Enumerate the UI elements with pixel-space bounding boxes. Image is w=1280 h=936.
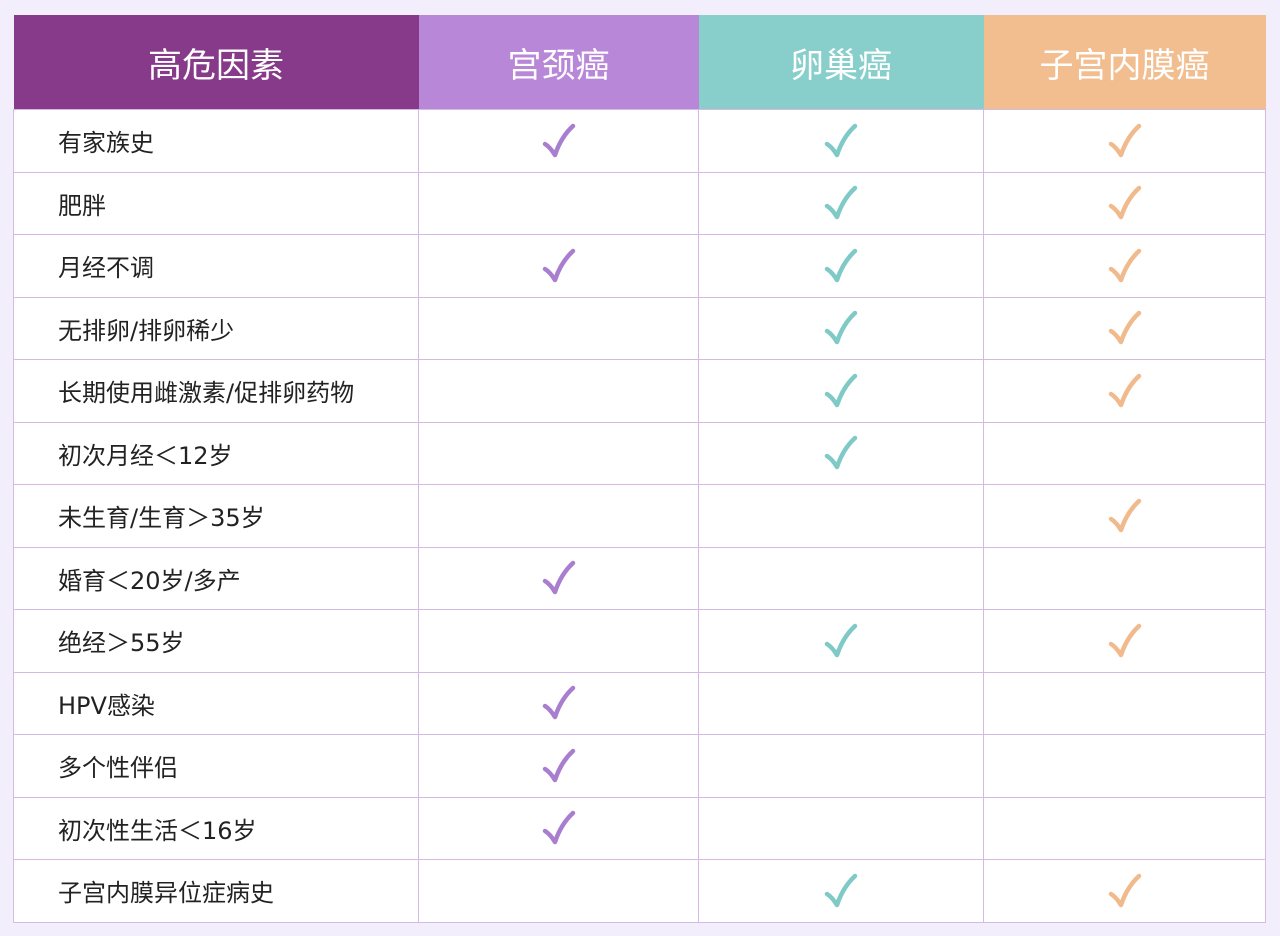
mark-cell (983, 609, 1266, 673)
checkmark-icon (1108, 248, 1141, 282)
mark-cell (698, 671, 984, 735)
table-row: 婚育＜20岁/多产 (13, 546, 1266, 610)
checkmark-icon (542, 686, 575, 720)
mark-cell (698, 109, 984, 173)
mark-cell (983, 171, 1266, 235)
mark-cell (698, 484, 984, 548)
table-row: 初次月经＜12岁 (13, 421, 1266, 485)
checkmark-icon (824, 311, 858, 345)
mark-cell (983, 234, 1266, 298)
header-ovarian-cancer: 卵巢癌 (698, 15, 984, 110)
table-row: 月经不调 (13, 234, 1266, 298)
checkmark-icon (542, 748, 575, 782)
header-risk-factor: 高危因素 (13, 15, 419, 110)
mark-cell (418, 109, 699, 173)
table-row: 子宫内膜异位症病史 (13, 859, 1266, 923)
mark-cell (698, 171, 984, 235)
mark-cell (418, 859, 699, 923)
checkmark-icon (542, 811, 575, 845)
risk-factor-label: 子宫内膜异位症病史 (13, 859, 419, 923)
header-endometrial-cancer: 子宫内膜癌 (983, 15, 1266, 110)
mark-cell (418, 296, 699, 360)
risk-factor-label: 肥胖 (13, 171, 419, 235)
checkmark-icon (1108, 623, 1141, 657)
table-row: 未生育/生育＞35岁 (13, 484, 1266, 548)
mark-cell (418, 421, 699, 485)
mark-cell (698, 421, 984, 485)
mark-cell (698, 796, 984, 860)
risk-factor-label: 月经不调 (13, 234, 419, 298)
mark-cell (698, 546, 984, 610)
mark-cell (418, 359, 699, 423)
mark-cell (418, 796, 699, 860)
table-row: 有家族史 (13, 109, 1266, 173)
mark-cell (698, 859, 984, 923)
mark-cell (698, 234, 984, 298)
mark-cell (698, 734, 984, 798)
header-cervical-cancer: 宫颈癌 (418, 15, 699, 110)
checkmark-icon (824, 436, 858, 470)
checkmark-icon (824, 373, 858, 407)
mark-cell (418, 546, 699, 610)
risk-factor-label: 婚育＜20岁/多产 (13, 546, 419, 610)
mark-cell (983, 546, 1266, 610)
checkmark-icon (542, 561, 575, 595)
risk-factor-label: 未生育/生育＞35岁 (13, 484, 419, 548)
checkmark-icon (1108, 186, 1141, 220)
checkmark-icon (1108, 498, 1141, 532)
risk-factor-label: HPV感染 (13, 671, 419, 735)
mark-cell (418, 234, 699, 298)
risk-factor-label: 有家族史 (13, 109, 419, 173)
mark-cell (418, 171, 699, 235)
risk-factor-label: 无排卵/排卵稀少 (13, 296, 419, 360)
mark-cell (698, 296, 984, 360)
checkmark-icon (542, 123, 575, 157)
checkmark-icon (824, 248, 858, 282)
checkmark-icon (1108, 311, 1141, 345)
checkmark-icon (1108, 373, 1141, 407)
mark-cell (418, 609, 699, 673)
mark-cell (983, 296, 1266, 360)
header-row: 高危因素 宫颈癌 卵巢癌 子宫内膜癌 (13, 15, 1266, 110)
risk-factor-label: 多个性伴侣 (13, 734, 419, 798)
checkmark-icon (824, 873, 858, 907)
mark-cell (983, 109, 1266, 173)
mark-cell (983, 859, 1266, 923)
checkmark-icon (824, 186, 858, 220)
mark-cell (418, 734, 699, 798)
risk-factor-label: 初次性生活＜16岁 (13, 796, 419, 860)
table-row: 多个性伴侣 (13, 734, 1266, 798)
table-row: 无排卵/排卵稀少 (13, 296, 1266, 360)
checkmark-icon (824, 123, 858, 157)
mark-cell (698, 609, 984, 673)
checkmark-icon (1108, 123, 1141, 157)
mark-cell (983, 671, 1266, 735)
mark-cell (983, 421, 1266, 485)
risk-factor-label: 绝经＞55岁 (13, 609, 419, 673)
mark-cell (698, 359, 984, 423)
checkmark-icon (1108, 873, 1141, 907)
table-row: 肥胖 (13, 171, 1266, 235)
table-row: 初次性生活＜16岁 (13, 796, 1266, 860)
mark-cell (983, 484, 1266, 548)
checkmark-icon (542, 248, 575, 282)
mark-cell (983, 734, 1266, 798)
checkmark-icon (824, 623, 858, 657)
risk-factor-table: 高危因素 宫颈癌 卵巢癌 子宫内膜癌 有家族史 肥胖 月经不调 无排卵/排卵稀少 长期使用雌激… (13, 15, 1266, 923)
mark-cell (418, 484, 699, 548)
mark-cell (983, 359, 1266, 423)
table-row: 长期使用雌激素/促排卵药物 (13, 359, 1266, 423)
risk-factor-label: 长期使用雌激素/促排卵药物 (13, 359, 419, 423)
mark-cell (418, 671, 699, 735)
table-row: HPV感染 (13, 671, 1266, 735)
risk-factor-label: 初次月经＜12岁 (13, 421, 419, 485)
table-row: 绝经＞55岁 (13, 609, 1266, 673)
mark-cell (983, 796, 1266, 860)
